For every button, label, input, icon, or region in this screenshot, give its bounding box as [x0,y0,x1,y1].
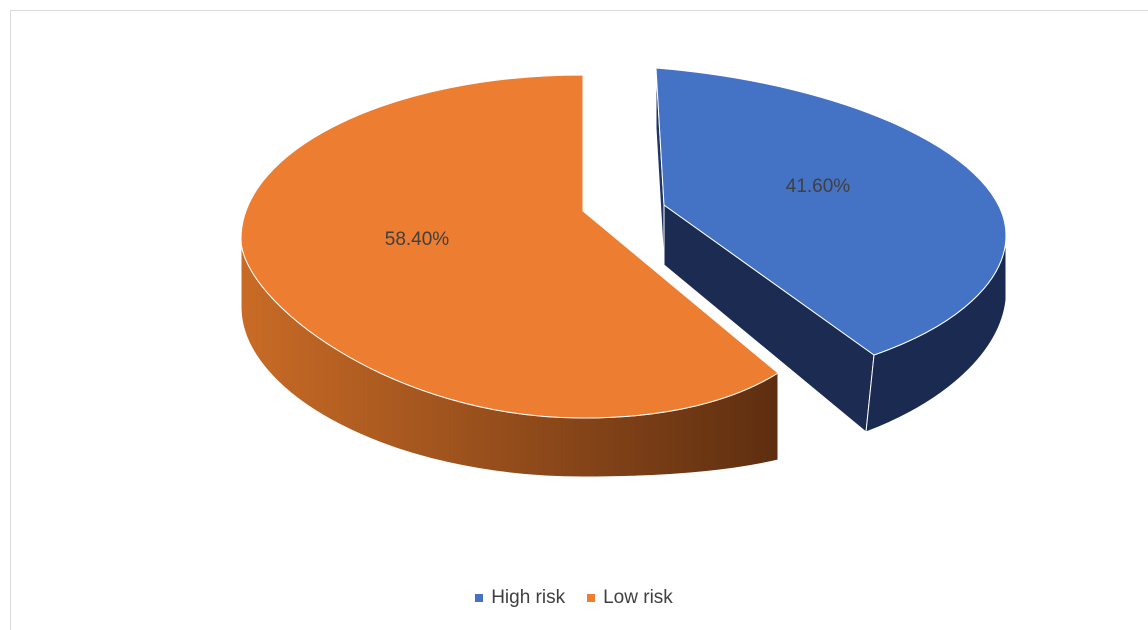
slice-high-risk-top [655,67,1007,356]
legend-swatch-low-risk [587,594,596,602]
chart-frame [10,10,1148,630]
slice-low-risk-top [240,74,779,419]
data-label-high-risk: 41.60% [786,176,851,197]
slice-low-risk[interactable]: 58.40% [240,74,779,478]
legend-label-high-risk: High risk [491,587,566,608]
legend-label-low-risk: Low risk [603,587,673,608]
legend-item-high-risk[interactable]: High risk [475,587,565,609]
legend-item-low-risk[interactable]: Low risk [587,587,673,609]
slice-high-risk[interactable]: 41.60% [655,67,1007,433]
legend-swatch-high-risk [475,594,484,602]
chart-legend: High risk Low risk [0,586,1148,610]
data-label-low-risk: 58.40% [385,229,450,250]
